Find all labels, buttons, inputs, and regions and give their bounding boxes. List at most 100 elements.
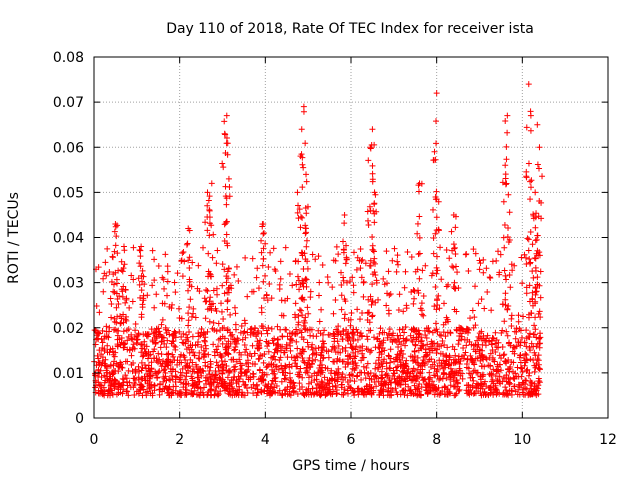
data-point xyxy=(316,318,323,325)
data-point xyxy=(174,270,181,277)
data-point xyxy=(350,349,357,356)
data-point xyxy=(338,269,345,276)
data-point xyxy=(300,164,307,171)
data-point xyxy=(330,330,337,337)
data-point xyxy=(348,344,355,351)
data-point xyxy=(496,352,503,359)
data-point xyxy=(527,112,534,119)
data-point xyxy=(292,258,299,265)
data-point xyxy=(289,385,296,392)
data-point xyxy=(507,284,514,291)
data-point xyxy=(147,373,154,380)
data-point xyxy=(523,357,530,364)
data-point xyxy=(115,380,122,387)
data-point xyxy=(402,324,409,331)
data-point xyxy=(114,250,121,257)
data-point xyxy=(539,173,546,180)
data-point xyxy=(269,377,276,384)
data-point xyxy=(345,316,352,323)
data-point xyxy=(284,384,291,391)
data-point xyxy=(222,149,229,156)
data-point xyxy=(521,339,528,346)
data-point xyxy=(166,392,173,399)
data-point xyxy=(487,275,494,282)
data-point xyxy=(515,312,522,319)
data-point xyxy=(139,304,146,311)
data-point xyxy=(300,265,307,272)
data-point xyxy=(242,334,249,341)
data-point xyxy=(532,326,539,333)
data-point xyxy=(477,260,484,267)
data-point xyxy=(123,387,130,394)
data-point xyxy=(522,254,529,261)
data-point xyxy=(171,342,178,349)
data-point xyxy=(96,309,103,316)
x-axis-label: GPS time / hours xyxy=(292,458,409,474)
data-point xyxy=(204,374,211,381)
data-point xyxy=(357,265,364,272)
data-point xyxy=(481,305,488,312)
data-point xyxy=(250,371,257,378)
data-point xyxy=(502,375,509,382)
data-point xyxy=(444,344,451,351)
data-point xyxy=(488,370,495,377)
data-point xyxy=(372,373,379,380)
data-point xyxy=(242,349,249,356)
data-point xyxy=(240,330,247,337)
data-point xyxy=(343,332,350,339)
data-point xyxy=(366,203,373,210)
data-point xyxy=(506,381,513,388)
data-point xyxy=(153,357,160,364)
data-point xyxy=(129,298,136,305)
data-point xyxy=(434,328,441,335)
data-point xyxy=(427,363,434,370)
data-point xyxy=(210,231,217,238)
data-point xyxy=(357,246,364,253)
data-point xyxy=(139,341,146,348)
data-point xyxy=(397,332,404,339)
data-point xyxy=(434,362,441,369)
data-point xyxy=(107,383,114,390)
data-point xyxy=(261,295,268,302)
data-point xyxy=(135,376,142,383)
data-point xyxy=(128,335,135,342)
data-point xyxy=(313,389,320,396)
data-point xyxy=(433,297,440,304)
data-point xyxy=(283,326,290,333)
data-point xyxy=(294,273,301,280)
data-point xyxy=(371,255,378,262)
data-point xyxy=(514,364,521,371)
data-point xyxy=(236,356,243,363)
data-point xyxy=(362,260,369,267)
data-point xyxy=(244,389,251,396)
y-tick-label: 0.02 xyxy=(53,321,84,337)
data-point xyxy=(106,387,113,394)
data-point xyxy=(149,247,156,254)
data-point xyxy=(329,284,336,291)
data-point xyxy=(371,201,378,208)
data-point xyxy=(136,281,143,288)
data-point xyxy=(517,359,524,366)
data-point xyxy=(423,335,430,342)
data-point xyxy=(367,145,374,152)
data-point xyxy=(120,344,127,351)
data-point xyxy=(372,271,379,278)
data-point xyxy=(301,325,308,332)
data-point xyxy=(429,347,436,354)
data-point xyxy=(532,284,539,291)
data-point xyxy=(469,307,476,314)
data-point xyxy=(213,346,220,353)
data-point xyxy=(351,355,358,362)
data-point xyxy=(202,334,209,341)
data-point xyxy=(338,373,345,380)
data-point xyxy=(416,250,423,257)
data-point xyxy=(465,268,472,275)
data-point xyxy=(319,262,326,269)
data-point xyxy=(200,368,207,375)
data-point xyxy=(333,358,340,365)
data-point xyxy=(163,330,170,337)
data-point xyxy=(189,359,196,366)
data-point xyxy=(414,220,421,227)
data-point xyxy=(509,267,516,274)
data-point xyxy=(355,348,362,355)
